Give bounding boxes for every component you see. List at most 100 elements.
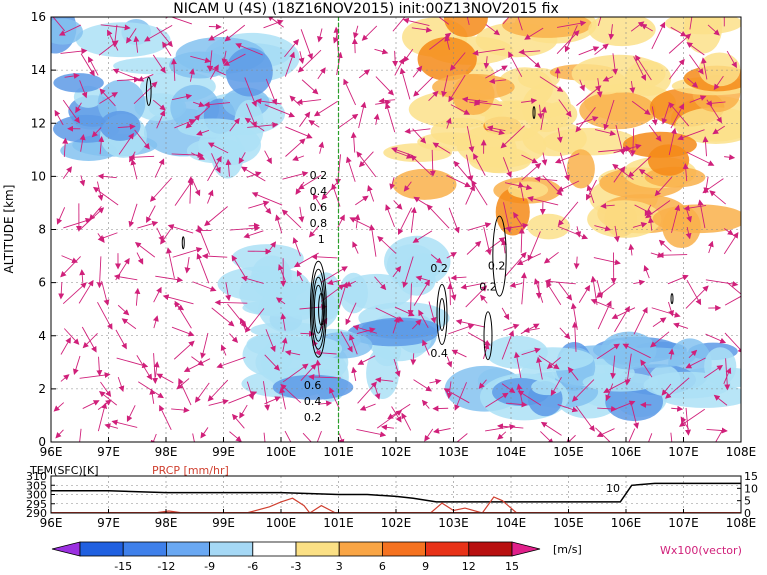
wind-vector [174, 178, 194, 206]
shade-patch [384, 235, 451, 287]
wind-vector [671, 204, 681, 233]
wind-vector [502, 157, 512, 178]
wind-vector [629, 81, 636, 94]
wind-vector [264, 150, 272, 165]
wind-vector [471, 179, 488, 206]
wind-vector [628, 428, 636, 442]
shade-patch [233, 99, 264, 152]
wind-vector [576, 85, 602, 106]
wind-vector [246, 381, 255, 400]
shade-patch [75, 22, 171, 58]
wind-vector [521, 98, 538, 104]
wind-vector [650, 331, 670, 348]
wind-vector [557, 225, 589, 240]
wind-vector [595, 427, 611, 442]
wind-vector [433, 427, 451, 434]
wind-vector [500, 125, 525, 149]
wind-vector [521, 154, 539, 164]
wind-vector [196, 253, 210, 284]
shade-patch [531, 378, 563, 396]
wind-vector [173, 340, 195, 360]
tem-annotation: 10 [606, 482, 620, 495]
wind-vector [473, 99, 502, 106]
shade-patch [51, 18, 84, 45]
wind-vector [203, 101, 231, 108]
wind-vector [518, 227, 525, 253]
wind-vector [345, 156, 356, 182]
wind-vector [150, 433, 157, 442]
wind-vector [99, 88, 116, 107]
wind-vector [410, 154, 433, 176]
wind-vector [174, 300, 192, 329]
wind-vector [556, 30, 580, 54]
contour-label: 0.4 [304, 395, 322, 408]
wind-vector [509, 281, 523, 288]
wind-vector [153, 286, 162, 303]
wind-vector [100, 381, 112, 398]
wind-vector [118, 132, 134, 155]
wind-vector [207, 155, 222, 182]
x-tick-label: 103E [438, 516, 469, 530]
y-tick-label: 2 [38, 382, 46, 396]
wind-vector [321, 266, 348, 283]
wind-vector [485, 65, 508, 79]
colorbar-tick-label: -3 [291, 560, 302, 573]
wind-vector [723, 232, 739, 255]
wind-vector [153, 361, 160, 378]
shade-patch [225, 47, 273, 97]
wind-vector [54, 109, 64, 126]
wind-vector [445, 117, 452, 129]
wind-vector [263, 204, 272, 215]
x-tick-label: 103E [438, 445, 469, 459]
contour-line [492, 215, 507, 297]
wind-vector [126, 28, 137, 44]
wind-vector [630, 21, 645, 32]
wind-vector [116, 357, 149, 369]
wind-vector [596, 428, 615, 437]
wind-vector [302, 432, 312, 442]
wind-vector [156, 26, 173, 48]
wind-vector [550, 377, 562, 397]
y-tick-label: 14 [31, 63, 46, 77]
wind-vector [128, 154, 155, 161]
wind-vector [172, 247, 203, 258]
wind-vector [152, 315, 159, 329]
x-tick-label: 107E [668, 445, 699, 459]
wind-vector [373, 113, 380, 125]
wind-vector [415, 275, 429, 282]
wind-vector [170, 58, 177, 81]
tem-tick-label: 295 [26, 498, 47, 511]
wind-vector [543, 251, 559, 264]
wind-vector [98, 391, 118, 406]
wind-vector [575, 226, 582, 238]
colorbar-low-end [51, 541, 81, 557]
wind-vector [556, 20, 587, 28]
contour-line [313, 284, 323, 334]
wind-vector [243, 230, 264, 239]
wind-vector [384, 102, 396, 133]
x-tick-label: 105E [553, 445, 584, 459]
wind-vector [357, 381, 377, 404]
wind-vector [267, 17, 284, 28]
wind-vector [97, 402, 108, 432]
wind-vector [60, 48, 88, 55]
shade-patch [99, 110, 141, 141]
wind-vector [284, 430, 292, 442]
wind-vector [82, 400, 100, 409]
wind-vector [443, 388, 470, 404]
wind-vector [96, 256, 103, 289]
colorbar-box [425, 541, 470, 557]
wind-vector [79, 269, 86, 283]
wind-vector [292, 155, 305, 161]
wind-vector [546, 357, 561, 370]
wind-vector [211, 153, 221, 174]
wind-vector [187, 176, 194, 204]
shade-patch [502, 17, 593, 38]
x-tick-label: 100E [266, 516, 297, 530]
wind-vector [336, 51, 343, 76]
wind-vector [501, 383, 516, 394]
colorbar: -15 -12 -9 -6 -3 3 6 9 12 15 [51, 541, 541, 573]
surface-panel: TEM(SFC)[K] PRCP [mm/hr] 290295300305310… [26, 464, 758, 530]
wind-vector [355, 195, 369, 206]
wind-vector [255, 98, 282, 105]
